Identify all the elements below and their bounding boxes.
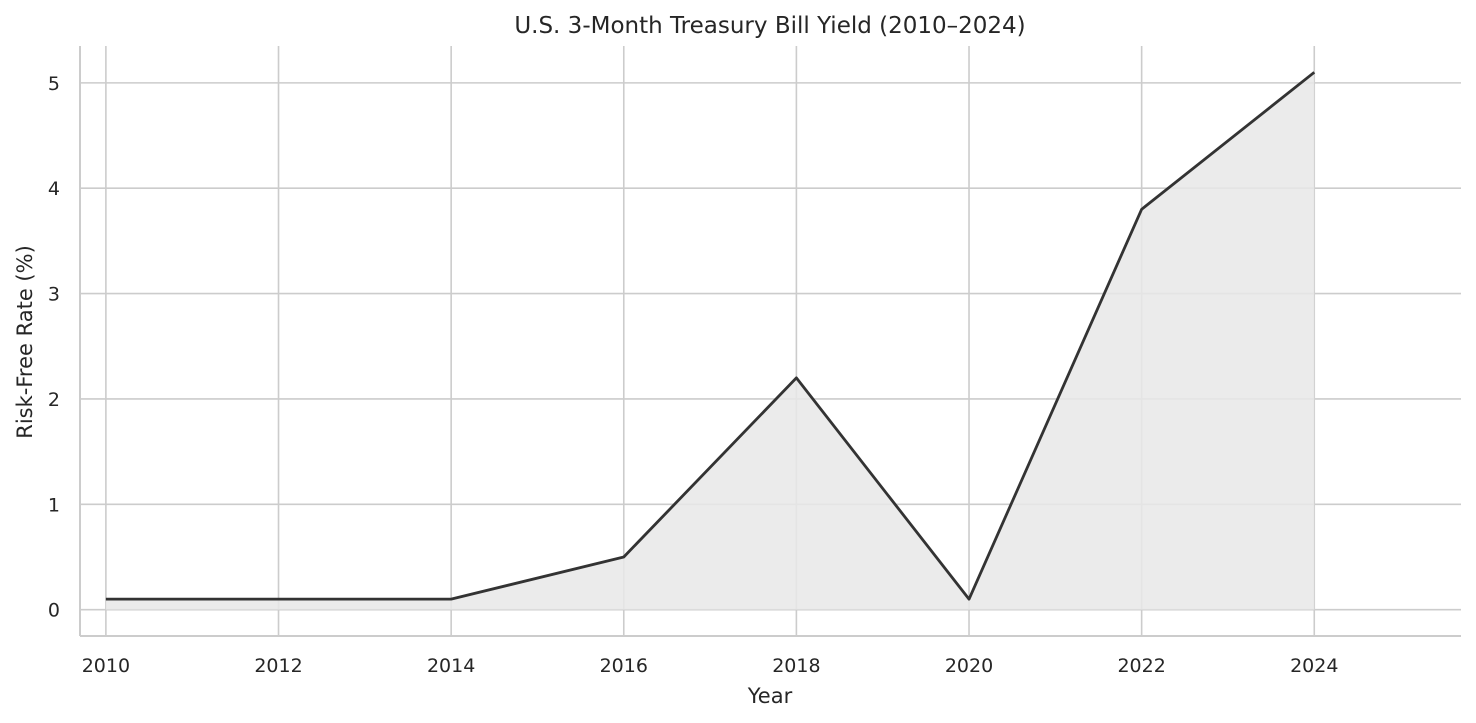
x-tick-label: 2018 [772,655,820,677]
axes-spines [79,46,1461,637]
x-tick-label: 2022 [1117,655,1165,677]
x-tick-label: 2010 [82,655,130,677]
area-fill [105,72,1315,610]
y-tick-label: 3 [48,284,60,306]
y-tick-label: 1 [48,494,60,516]
x-tick-label: 2016 [600,655,648,677]
y-tick-label: 0 [48,600,60,622]
x-tick-label: 2024 [1290,655,1338,677]
y-tick-label: 5 [48,73,60,95]
y-tick-label: 2 [48,389,60,411]
y-tick-labels: 0 1 2 3 4 5 [48,73,60,622]
x-axis-label: Year [747,684,793,708]
x-tick-labels: 2010 2012 2014 2016 2018 2020 2022 2024 [82,655,1339,677]
x-tick-label: 2014 [427,655,475,677]
y-tick-label: 4 [48,178,60,200]
chart-title: U.S. 3-Month Treasury Bill Yield (2010–2… [514,13,1025,39]
series-line [105,71,1316,601]
y-axis-label: Risk-Free Rate (%) [13,245,37,439]
x-tick-label: 2020 [945,655,993,677]
x-tick-label: 2012 [254,655,302,677]
